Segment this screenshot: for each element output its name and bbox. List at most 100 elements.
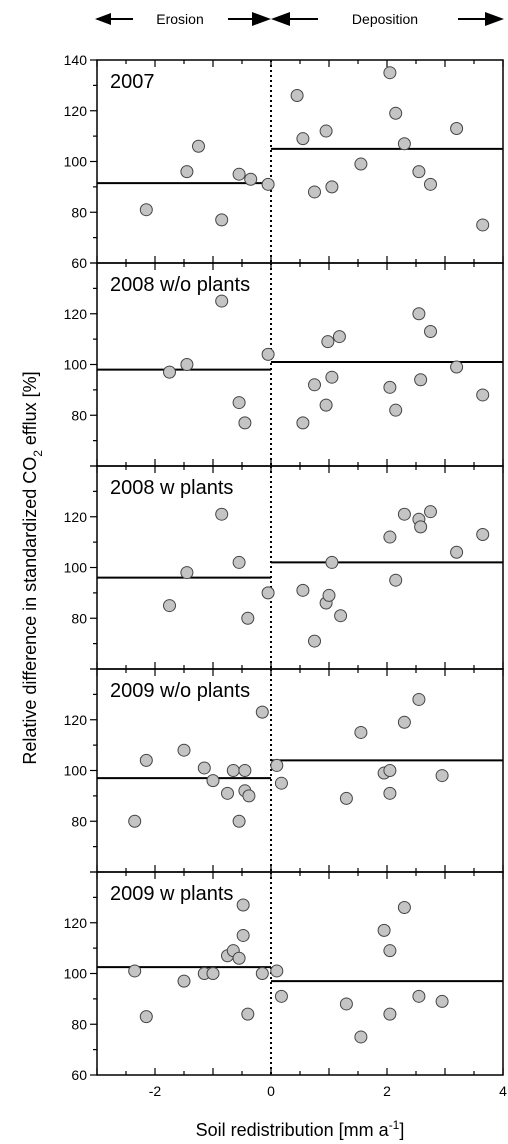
data-point bbox=[450, 360, 464, 374]
data-point bbox=[334, 609, 348, 623]
panels: 60 80 100 120 140 2007 80 100 120 2008 w/o plants… bbox=[64, 52, 504, 1083]
data-point bbox=[321, 335, 335, 349]
data-point bbox=[296, 583, 310, 597]
y-tick-label: 80 bbox=[71, 1016, 87, 1032]
data-point bbox=[255, 967, 269, 980]
y-tick-label: 140 bbox=[64, 52, 88, 68]
data-point bbox=[383, 66, 397, 80]
panel-title: 2008 w plants bbox=[110, 477, 233, 499]
erosion-arrow bbox=[95, 12, 271, 26]
data-point bbox=[255, 705, 269, 719]
data-point bbox=[412, 307, 426, 321]
deposition-label: Deposition bbox=[352, 11, 418, 27]
y-tick-label: 120 bbox=[64, 712, 88, 728]
data-point bbox=[238, 416, 252, 430]
y-tick-label: 120 bbox=[64, 915, 88, 931]
y-tick-label: 80 bbox=[71, 813, 87, 829]
data-point bbox=[424, 177, 437, 191]
panel-title: 2008 w/o plants bbox=[110, 274, 250, 296]
data-point bbox=[177, 743, 191, 757]
data-point bbox=[397, 507, 411, 521]
erosion-label: Erosion bbox=[156, 11, 203, 27]
deposition-arrow bbox=[271, 12, 504, 26]
data-point bbox=[290, 89, 304, 103]
data-point bbox=[261, 177, 275, 191]
panel-4: 80 100 120 2009 w/o plants bbox=[64, 668, 504, 873]
panel-2: 80 100 120 2008 w/o plants bbox=[64, 262, 504, 467]
y-tick-label: 80 bbox=[71, 610, 87, 626]
data-point bbox=[308, 185, 321, 199]
data-point bbox=[435, 769, 449, 783]
data-point bbox=[238, 764, 252, 777]
data-point bbox=[389, 573, 403, 587]
y-tick-label: 120 bbox=[64, 103, 88, 119]
y-tick-label: 120 bbox=[64, 306, 88, 322]
data-point bbox=[180, 358, 194, 371]
y-tick-label: 60 bbox=[71, 255, 87, 271]
data-point bbox=[244, 172, 258, 186]
data-point bbox=[226, 764, 240, 777]
data-point bbox=[414, 520, 428, 534]
data-point bbox=[308, 378, 321, 392]
data-point bbox=[412, 165, 426, 179]
y-tick-label: 80 bbox=[71, 407, 87, 423]
data-point bbox=[270, 964, 284, 978]
data-point bbox=[414, 373, 428, 387]
y-tick-label: 100 bbox=[64, 357, 88, 373]
x-tick-label: 0 bbox=[267, 1083, 275, 1099]
data-point bbox=[139, 203, 153, 217]
data-point bbox=[397, 137, 411, 151]
x-tick-label: -2 bbox=[149, 1083, 162, 1099]
data-point bbox=[383, 786, 397, 800]
data-point bbox=[128, 814, 142, 828]
panel-3: 80 100 120 2008 w plants bbox=[64, 465, 504, 670]
data-point bbox=[383, 944, 397, 958]
y-tick-label: 100 bbox=[64, 763, 88, 779]
panel-1: 60 80 100 120 140 2007 bbox=[64, 52, 504, 271]
data-point bbox=[274, 776, 288, 790]
data-point bbox=[339, 791, 353, 805]
data-point bbox=[274, 989, 288, 1003]
data-point bbox=[325, 370, 339, 384]
panel-title: 2007 bbox=[110, 71, 155, 93]
data-point bbox=[232, 167, 246, 181]
data-point bbox=[192, 139, 205, 153]
data-point bbox=[476, 528, 490, 542]
data-point bbox=[261, 586, 275, 600]
data-point bbox=[435, 994, 449, 1008]
data-point bbox=[354, 157, 368, 171]
panel-5: 60 80 100 120 2009 w plants bbox=[64, 871, 504, 1083]
data-point bbox=[221, 786, 234, 800]
data-point bbox=[139, 753, 153, 767]
data-point bbox=[412, 989, 426, 1003]
data-point bbox=[128, 964, 142, 978]
data-point bbox=[354, 1030, 368, 1044]
data-point bbox=[241, 1007, 255, 1021]
data-point bbox=[377, 923, 391, 937]
data-point bbox=[383, 380, 397, 394]
data-point bbox=[180, 165, 194, 179]
data-point bbox=[319, 124, 333, 138]
data-point bbox=[232, 555, 246, 569]
y-tick-label: 120 bbox=[64, 509, 88, 525]
data-point bbox=[332, 330, 346, 344]
data-point bbox=[424, 325, 437, 339]
data-point bbox=[412, 692, 426, 706]
data-point bbox=[325, 180, 339, 194]
data-point bbox=[450, 122, 464, 136]
data-point bbox=[236, 898, 250, 912]
data-point bbox=[339, 997, 353, 1011]
data-point bbox=[319, 398, 333, 412]
y-tick-label: 80 bbox=[71, 204, 87, 220]
data-point bbox=[215, 213, 229, 227]
data-point bbox=[232, 396, 246, 410]
data-point bbox=[215, 294, 229, 308]
data-point bbox=[197, 761, 211, 775]
x-axis-title: Soil redistribution [mm a-1] bbox=[196, 1118, 405, 1140]
data-point bbox=[476, 218, 490, 232]
y-tick-label: 100 bbox=[64, 966, 88, 982]
panel-title: 2009 w/o plants bbox=[110, 680, 250, 702]
data-point bbox=[383, 764, 397, 777]
data-point bbox=[424, 505, 437, 519]
